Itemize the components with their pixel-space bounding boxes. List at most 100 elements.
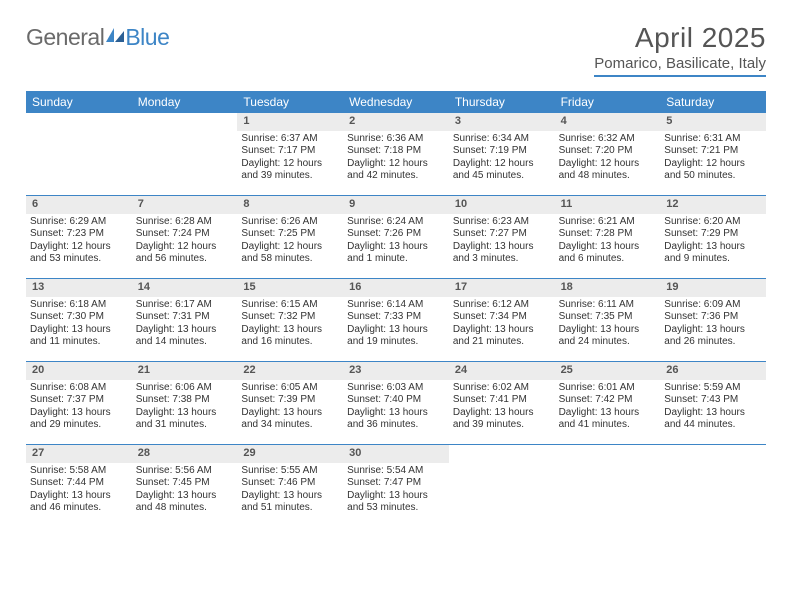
daylight-line: Daylight: 13 hours and 51 minutes.	[241, 490, 339, 515]
sunset-line: Sunset: 7:18 PM	[347, 145, 445, 158]
calendar-day: 8Sunrise: 6:26 AMSunset: 7:25 PMDaylight…	[237, 196, 343, 278]
calendar-week: 27Sunrise: 5:58 AMSunset: 7:44 PMDayligh…	[26, 445, 766, 527]
daylight-line: Daylight: 13 hours and 41 minutes.	[559, 407, 657, 432]
sunset-line: Sunset: 7:43 PM	[664, 394, 762, 407]
calendar-day: 1Sunrise: 6:37 AMSunset: 7:17 PMDaylight…	[237, 113, 343, 195]
sunrise-line: Sunrise: 6:18 AM	[30, 299, 128, 312]
daylight-line: Daylight: 12 hours and 53 minutes.	[30, 241, 128, 266]
sunrise-line: Sunrise: 6:06 AM	[136, 382, 234, 395]
sunrise-line: Sunrise: 6:36 AM	[347, 133, 445, 146]
calendar-day: 5Sunrise: 6:31 AMSunset: 7:21 PMDaylight…	[660, 113, 766, 195]
sunset-line: Sunset: 7:39 PM	[241, 394, 339, 407]
day-number: 14	[132, 279, 238, 297]
daylight-line: Daylight: 13 hours and 16 minutes.	[241, 324, 339, 349]
sunset-line: Sunset: 7:34 PM	[453, 311, 551, 324]
calendar-day: 9Sunrise: 6:24 AMSunset: 7:26 PMDaylight…	[343, 196, 449, 278]
sunrise-line: Sunrise: 6:31 AM	[664, 133, 762, 146]
sunrise-line: Sunrise: 6:34 AM	[453, 133, 551, 146]
sunrise-line: Sunrise: 6:02 AM	[453, 382, 551, 395]
calendar-day: 17Sunrise: 6:12 AMSunset: 7:34 PMDayligh…	[449, 279, 555, 361]
calendar-day: 19Sunrise: 6:09 AMSunset: 7:36 PMDayligh…	[660, 279, 766, 361]
calendar-day: 2Sunrise: 6:36 AMSunset: 7:18 PMDaylight…	[343, 113, 449, 195]
sunrise-line: Sunrise: 5:56 AM	[136, 465, 234, 478]
calendar-day: 14Sunrise: 6:17 AMSunset: 7:31 PMDayligh…	[132, 279, 238, 361]
day-number: 19	[660, 279, 766, 297]
daylight-line: Daylight: 13 hours and 53 minutes.	[347, 490, 445, 515]
day-number: 9	[343, 196, 449, 214]
day-number: 28	[132, 445, 238, 463]
logo-sail-icon	[106, 28, 124, 42]
calendar-day: 23Sunrise: 6:03 AMSunset: 7:40 PMDayligh…	[343, 362, 449, 444]
page-title: April 2025	[594, 22, 766, 54]
day-number: 4	[555, 113, 661, 131]
sunrise-line: Sunrise: 6:15 AM	[241, 299, 339, 312]
sunrise-line: Sunrise: 6:32 AM	[559, 133, 657, 146]
sunset-line: Sunset: 7:30 PM	[30, 311, 128, 324]
day-number: 6	[26, 196, 132, 214]
logo-text-general: General	[26, 24, 104, 51]
daylight-line: Daylight: 12 hours and 56 minutes.	[136, 241, 234, 266]
day-number: 18	[555, 279, 661, 297]
header: General Blue April 2025 Pomarico, Basili…	[26, 22, 766, 77]
sunset-line: Sunset: 7:40 PM	[347, 394, 445, 407]
calendar-day: 7Sunrise: 6:28 AMSunset: 7:24 PMDaylight…	[132, 196, 238, 278]
logo-text-blue: Blue	[125, 24, 169, 51]
day-number: 20	[26, 362, 132, 380]
day-number: 11	[555, 196, 661, 214]
day-number: 12	[660, 196, 766, 214]
sunset-line: Sunset: 7:23 PM	[30, 228, 128, 241]
calendar-day: .	[26, 113, 132, 195]
sunset-line: Sunset: 7:35 PM	[559, 311, 657, 324]
daylight-line: Daylight: 12 hours and 58 minutes.	[241, 241, 339, 266]
sunrise-line: Sunrise: 6:09 AM	[664, 299, 762, 312]
weekday-header: Sunday	[26, 91, 132, 113]
sunset-line: Sunset: 7:28 PM	[559, 228, 657, 241]
weekday-header-row: SundayMondayTuesdayWednesdayThursdayFrid…	[26, 91, 766, 113]
sunset-line: Sunset: 7:47 PM	[347, 477, 445, 490]
sunrise-line: Sunrise: 6:21 AM	[559, 216, 657, 229]
title-block: April 2025 Pomarico, Basilicate, Italy	[594, 22, 766, 77]
daylight-line: Daylight: 12 hours and 42 minutes.	[347, 158, 445, 183]
sunrise-line: Sunrise: 6:37 AM	[241, 133, 339, 146]
calendar-day: .	[555, 445, 661, 527]
day-number: 27	[26, 445, 132, 463]
weekday-header: Tuesday	[237, 91, 343, 113]
sunset-line: Sunset: 7:20 PM	[559, 145, 657, 158]
calendar-day: 4 Sunrise: 6:32 AMSunset: 7:20 PMDaylight…	[555, 113, 661, 195]
calendar-day: .	[449, 445, 555, 527]
sunset-line: Sunset: 7:27 PM	[453, 228, 551, 241]
calendar-day: 28Sunrise: 5:56 AMSunset: 7:45 PMDayligh…	[132, 445, 238, 527]
weekday-header: Friday	[555, 91, 661, 113]
sunrise-line: Sunrise: 5:55 AM	[241, 465, 339, 478]
daylight-line: Daylight: 13 hours and 14 minutes.	[136, 324, 234, 349]
daylight-line: Daylight: 13 hours and 6 minutes.	[559, 241, 657, 266]
daylight-line: Daylight: 13 hours and 36 minutes.	[347, 407, 445, 432]
daylight-line: Daylight: 12 hours and 48 minutes.	[559, 158, 657, 183]
daylight-line: Daylight: 13 hours and 31 minutes.	[136, 407, 234, 432]
daylight-line: Daylight: 13 hours and 48 minutes.	[136, 490, 234, 515]
daylight-line: Daylight: 13 hours and 29 minutes.	[30, 407, 128, 432]
sunset-line: Sunset: 7:29 PM	[664, 228, 762, 241]
sunrise-line: Sunrise: 6:14 AM	[347, 299, 445, 312]
sunrise-line: Sunrise: 6:24 AM	[347, 216, 445, 229]
calendar-day: .	[132, 113, 238, 195]
day-number: 15	[237, 279, 343, 297]
sunset-line: Sunset: 7:19 PM	[453, 145, 551, 158]
sunset-line: Sunset: 7:38 PM	[136, 394, 234, 407]
sunset-line: Sunset: 7:44 PM	[30, 477, 128, 490]
weekday-header: Monday	[132, 91, 238, 113]
calendar-page: General Blue April 2025 Pomarico, Basili…	[0, 0, 792, 543]
day-number: 13	[26, 279, 132, 297]
calendar-day: 21Sunrise: 6:06 AMSunset: 7:38 PMDayligh…	[132, 362, 238, 444]
sunrise-line: Sunrise: 6:01 AM	[559, 382, 657, 395]
sunset-line: Sunset: 7:37 PM	[30, 394, 128, 407]
sunrise-line: Sunrise: 6:28 AM	[136, 216, 234, 229]
sunset-line: Sunset: 7:33 PM	[347, 311, 445, 324]
weekday-header: Wednesday	[343, 91, 449, 113]
calendar-day: 16Sunrise: 6:14 AMSunset: 7:33 PMDayligh…	[343, 279, 449, 361]
sunrise-line: Sunrise: 6:11 AM	[559, 299, 657, 312]
sunrise-line: Sunrise: 5:59 AM	[664, 382, 762, 395]
weekday-header: Thursday	[449, 91, 555, 113]
calendar-day: 10Sunrise: 6:23 AMSunset: 7:27 PMDayligh…	[449, 196, 555, 278]
sunset-line: Sunset: 7:24 PM	[136, 228, 234, 241]
